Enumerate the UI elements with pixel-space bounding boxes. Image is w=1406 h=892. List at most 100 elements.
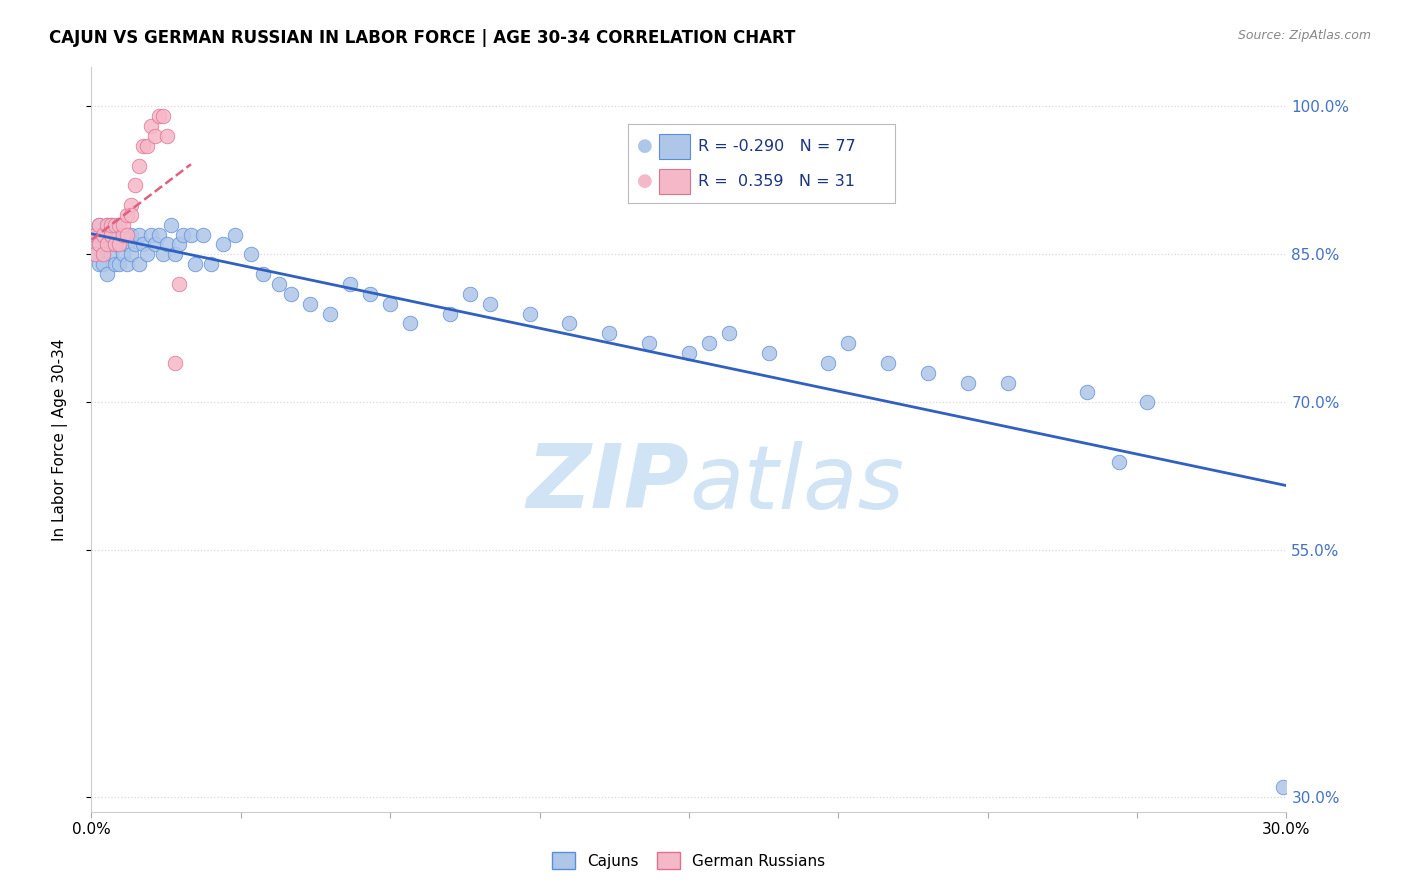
Point [399, 317, 422, 331]
Point [128, 159, 150, 173]
Point [167, 277, 190, 291]
Point [115, 237, 138, 252]
Point [956, 376, 979, 390]
Text: CAJUN VS GERMAN RUSSIAN IN LABOR FORCE | AGE 30-34 CORRELATION CHART: CAJUN VS GERMAN RUSSIAN IN LABOR FORCE |… [49, 29, 796, 46]
Point [96, 218, 118, 232]
Point [172, 227, 194, 242]
Point [439, 306, 461, 320]
Point [152, 247, 174, 261]
Point [120, 198, 142, 212]
Point [120, 247, 142, 261]
Point [132, 237, 155, 252]
Point [128, 227, 150, 242]
Point [96, 237, 118, 252]
Point [100, 218, 122, 232]
Point [104, 218, 127, 232]
Point [184, 257, 207, 271]
Point [115, 227, 138, 242]
Point [112, 247, 135, 261]
Point [120, 208, 142, 222]
Point [148, 227, 170, 242]
Point [108, 237, 131, 252]
Point [104, 237, 127, 252]
Point [124, 237, 146, 252]
Point [141, 119, 162, 133]
Point [100, 227, 122, 242]
Point [717, 326, 740, 341]
Point [136, 247, 159, 261]
Point [180, 227, 202, 242]
Point [89, 218, 111, 232]
Point [478, 296, 501, 310]
Point [997, 376, 1019, 390]
Point [93, 247, 115, 261]
Point [89, 237, 111, 252]
Point [96, 267, 118, 281]
Y-axis label: In Labor Force | Age 30-34: In Labor Force | Age 30-34 [52, 338, 67, 541]
Point [877, 356, 900, 370]
Point [120, 227, 142, 242]
Point [267, 277, 290, 291]
Text: Source: ZipAtlas.com: Source: ZipAtlas.com [1237, 29, 1371, 42]
Point [200, 257, 222, 271]
Point [89, 237, 111, 252]
Point [100, 218, 122, 232]
Point [378, 296, 402, 310]
Point [638, 336, 661, 351]
Point [758, 346, 780, 360]
Point [104, 257, 127, 271]
Point [143, 237, 166, 252]
Point [156, 237, 179, 252]
Point [96, 218, 118, 232]
Point [128, 257, 150, 271]
Point [1108, 454, 1130, 468]
Point [108, 257, 131, 271]
Point [239, 247, 262, 261]
Point [132, 138, 155, 153]
Point [152, 109, 174, 123]
Point [100, 227, 122, 242]
Point [211, 237, 233, 252]
Point [112, 218, 135, 232]
Point [280, 286, 302, 301]
Point [143, 128, 166, 143]
Point [112, 227, 135, 242]
Point [1076, 385, 1098, 400]
Point [93, 227, 115, 242]
Point [93, 247, 115, 261]
Point [84, 247, 107, 261]
Text: ZIP: ZIP [526, 441, 689, 527]
Point [191, 227, 214, 242]
Point [136, 138, 159, 153]
Point [108, 227, 131, 242]
Point [108, 237, 131, 252]
Point [115, 208, 138, 222]
Legend: Cajuns, German Russians: Cajuns, German Russians [546, 846, 832, 875]
Point [156, 128, 179, 143]
Point [84, 227, 107, 242]
Point [96, 237, 118, 252]
Point [93, 227, 115, 242]
Point [458, 286, 481, 301]
Point [148, 109, 170, 123]
Point [339, 277, 361, 291]
Point [160, 218, 183, 232]
Point [319, 306, 342, 320]
Point [141, 227, 162, 242]
Point [678, 346, 700, 360]
Point [598, 326, 620, 341]
Point [917, 366, 939, 380]
Point [817, 356, 839, 370]
Point [519, 306, 541, 320]
Text: atlas: atlas [689, 441, 904, 527]
Point [558, 317, 581, 331]
Point [124, 178, 146, 193]
Point [167, 237, 190, 252]
Point [100, 247, 122, 261]
Point [359, 286, 381, 301]
Point [89, 218, 111, 232]
Point [299, 296, 322, 310]
Point [108, 218, 131, 232]
Point [697, 336, 720, 351]
Text: ●: ● [637, 137, 652, 155]
